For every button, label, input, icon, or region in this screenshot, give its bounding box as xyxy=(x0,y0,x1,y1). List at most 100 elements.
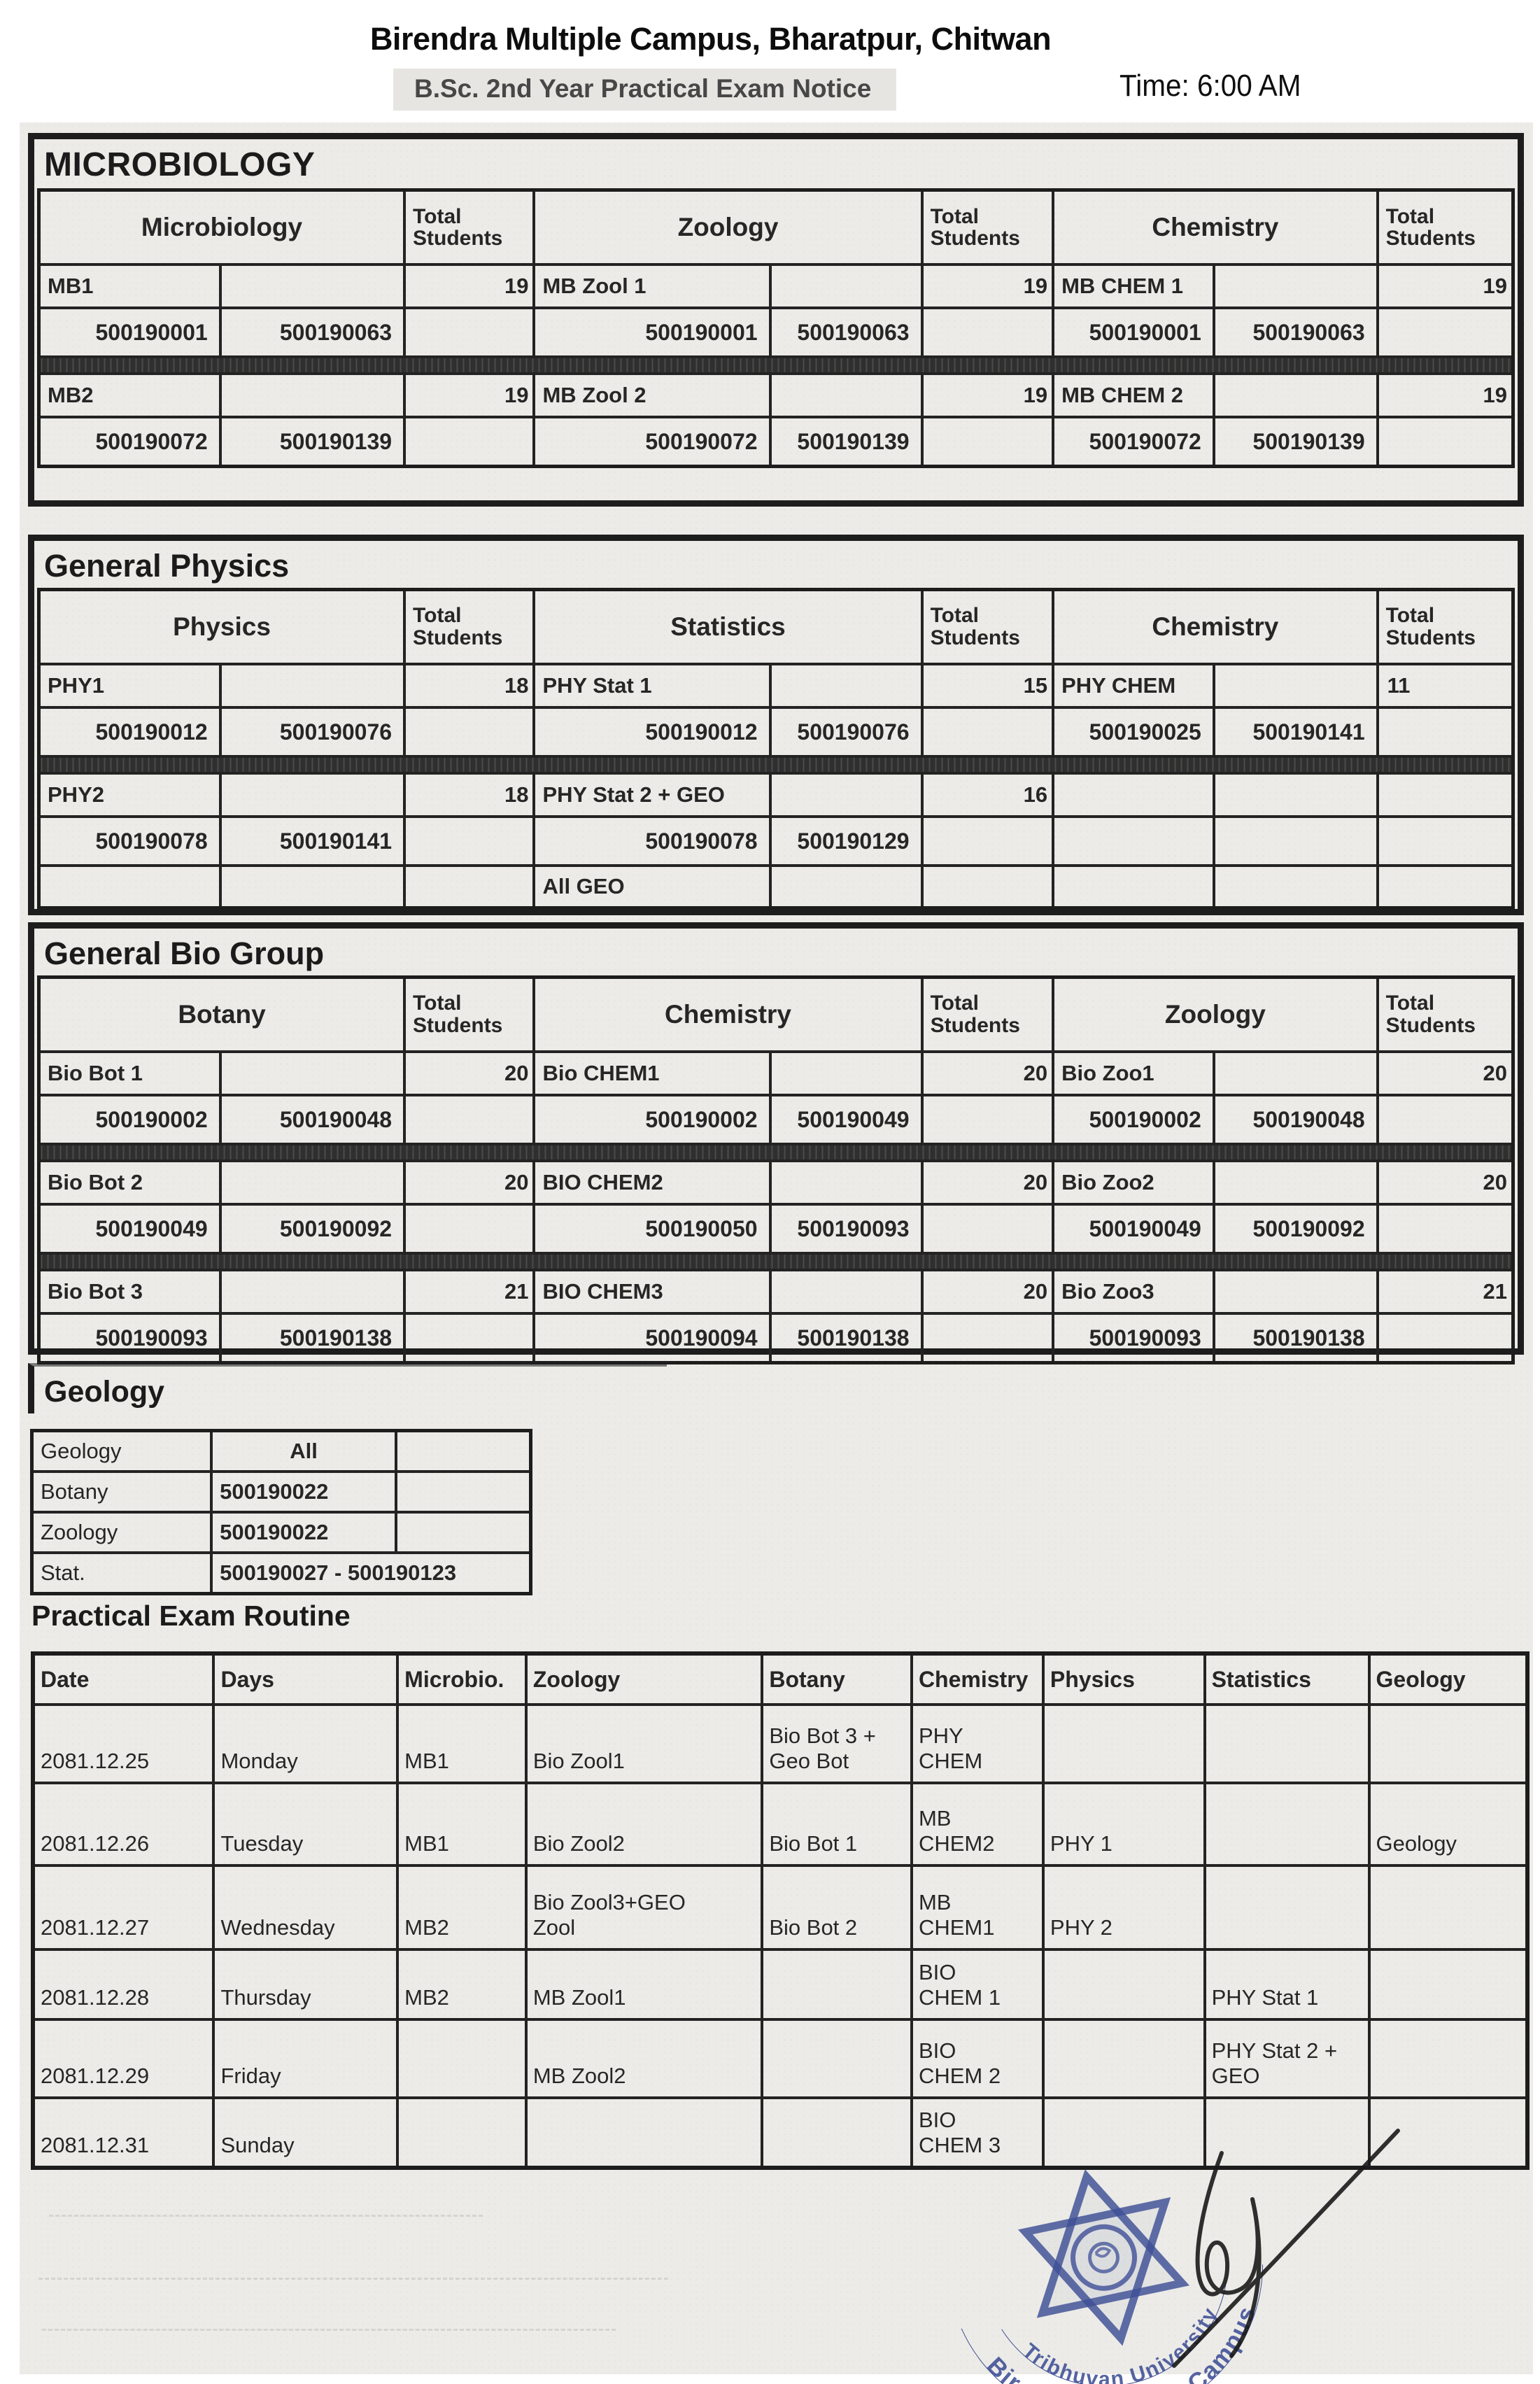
group-label-cell: PHY CHEM xyxy=(1052,663,1215,710)
student-id-cell: 500190063 xyxy=(1212,306,1379,359)
routine-header-cell: Zoology xyxy=(524,1652,764,1706)
routine-cell: Bio Bot 2 xyxy=(761,1864,913,1951)
student-id-cell: 500190072 xyxy=(37,416,222,468)
routine-cell xyxy=(1041,2096,1206,2169)
routine-header-cell: Date xyxy=(31,1652,216,1706)
routine-header-cell: Physics xyxy=(1041,1652,1206,1706)
section-title: General Physics xyxy=(44,548,290,584)
geology-row: Botany 500190022 xyxy=(30,1470,532,1514)
empty-cell xyxy=(1376,416,1515,468)
empty-cell xyxy=(1376,1094,1515,1146)
empty-cell xyxy=(1212,372,1379,419)
routine-cell: MB Zool1 xyxy=(524,1948,764,2021)
routine-cell: 2081.12.27 xyxy=(31,1864,216,1951)
routine-cell xyxy=(1041,1948,1206,2021)
total-students-cell: 21 xyxy=(1376,1269,1515,1316)
geology-label-cell: Stat. xyxy=(30,1551,213,1595)
stamp-star-icon xyxy=(961,2169,1264,2384)
group-label-cell: MB Zool 1 xyxy=(532,263,772,310)
student-id-cell: 500190063 xyxy=(218,306,407,359)
routine-cell: Friday xyxy=(212,2018,400,2099)
total-students-cell: 19 xyxy=(1376,372,1515,419)
section-general-bio-group: General Bio Group Botany Total Students Ch… xyxy=(28,922,1524,1365)
empty-cell xyxy=(1376,864,1515,910)
empty-cell xyxy=(403,1312,536,1364)
empty-cell xyxy=(1212,1050,1379,1097)
empty-cell xyxy=(218,263,407,310)
empty-cell xyxy=(1376,1312,1515,1364)
routine-cell: 2081.12.25 xyxy=(31,1703,216,1784)
empty-cell xyxy=(394,1429,532,1473)
routine-cell: 2081.12.28 xyxy=(31,1948,216,2021)
subtitle-row: B.Sc. 2nd Year Practical Exam Notice Tim… xyxy=(0,63,1540,119)
ids-row: 500190072 500190139 500190072 500190139 5001… xyxy=(37,416,1515,468)
routine-cell xyxy=(761,1948,913,2021)
empty-cell xyxy=(1212,1269,1379,1316)
empty-cell xyxy=(218,663,407,710)
note-cell xyxy=(37,864,222,910)
routine-cell xyxy=(396,2018,528,2099)
routine-cell: PHY 1 xyxy=(1041,1782,1206,1867)
column-header-subject: Botany xyxy=(37,975,407,1054)
section-title: General Bio Group xyxy=(44,936,325,971)
geology-row: Stat. 500190027 - 500190123 xyxy=(30,1551,532,1595)
group-label-cell: MB1 xyxy=(37,263,222,310)
routine-header-cell: Chemistry xyxy=(910,1652,1045,1706)
group-row: Bio Bot 1 20 Bio CHEM1 20 Bio Zoo1 20 xyxy=(37,1050,1515,1097)
group-label-cell: PHY2 xyxy=(37,772,222,819)
group-label-cell: Bio Bot 1 xyxy=(37,1050,222,1097)
group-label-cell: Bio Bot 3 xyxy=(37,1269,222,1316)
empty-cell xyxy=(920,1312,1055,1364)
student-id-cell: 500190141 xyxy=(1212,706,1379,759)
group-label-cell: PHY Stat 2 + GEO xyxy=(532,772,772,819)
empty-cell xyxy=(218,1269,407,1316)
total-students-cell: 20 xyxy=(920,1269,1055,1316)
routine-cell: Bio Zool1 xyxy=(524,1703,764,1784)
student-id-cell: 500190093 xyxy=(1052,1312,1215,1364)
student-id-cell: 500190072 xyxy=(1052,416,1215,468)
total-students-cell: 11 xyxy=(1376,663,1515,710)
empty-cell xyxy=(1376,815,1515,868)
column-header-subject: Microbiology xyxy=(37,188,407,267)
empty-cell xyxy=(403,416,536,468)
empty-cell xyxy=(768,1159,924,1206)
ids-row: 500190012 500190076 500190012 500190076 5001… xyxy=(37,706,1515,759)
routine-cell xyxy=(1041,1703,1206,1784)
column-header-total: Total Students xyxy=(1376,975,1515,1054)
student-id-cell: 500190072 xyxy=(532,416,772,468)
student-id-cell: 500190025 xyxy=(1052,706,1215,759)
student-id-cell: 500190001 xyxy=(1052,306,1215,359)
group-row: Bio Bot 3 21 BIO CHEM3 20 Bio Zoo3 21 xyxy=(37,1269,1515,1316)
scan-artifact-line xyxy=(49,2215,483,2217)
column-header-total: Total Students xyxy=(920,975,1055,1054)
routine-row: 2081.12.27 Wednesday MB2 Bio Zool3+GEO Zool… xyxy=(31,1864,1530,1951)
total-students-cell xyxy=(1376,772,1515,819)
routine-cell: MB Zool2 xyxy=(524,2018,764,2099)
student-id-cell: 500190002 xyxy=(532,1094,772,1146)
separator-band xyxy=(38,1252,1513,1272)
column-header-subject: Physics xyxy=(37,588,407,666)
routine-cell xyxy=(1367,1948,1530,2021)
empty-cell xyxy=(394,1470,532,1514)
header-row: Physics Total Students Statistics Total Stu… xyxy=(37,588,1515,666)
group-row: MB1 19 MB Zool 1 19 MB CHEM 1 19 xyxy=(37,263,1515,310)
routine-cell: Thursday xyxy=(212,1948,400,2021)
empty-cell xyxy=(1376,306,1515,359)
routine-cell xyxy=(396,2096,528,2169)
ids-row: 500190078 500190141 500190078 500190129 xyxy=(37,815,1515,868)
subject-table: Microbiology Total Students Zoology Total S… xyxy=(37,188,1515,469)
exam-time: Time: 6:00 AM xyxy=(1119,69,1301,103)
routine-cell: MB CHEM2 xyxy=(910,1782,1045,1867)
routine-cell: Bio Bot 1 xyxy=(761,1782,913,1867)
separator-band xyxy=(38,1143,1513,1163)
routine-row: 2081.12.29 Friday MB Zool2 BIO CHEM 2 PHY St… xyxy=(31,2018,1530,2099)
routine-header-cell: Geology xyxy=(1367,1652,1530,1706)
student-id-cell: 500190063 xyxy=(768,306,924,359)
group-label-cell: Bio Zoo2 xyxy=(1052,1159,1215,1206)
total-students-cell: 19 xyxy=(920,372,1055,419)
column-header-subject: Chemistry xyxy=(532,975,924,1054)
empty-cell xyxy=(1212,1159,1379,1206)
empty-cell xyxy=(1212,864,1379,910)
empty-cell xyxy=(768,1050,924,1097)
